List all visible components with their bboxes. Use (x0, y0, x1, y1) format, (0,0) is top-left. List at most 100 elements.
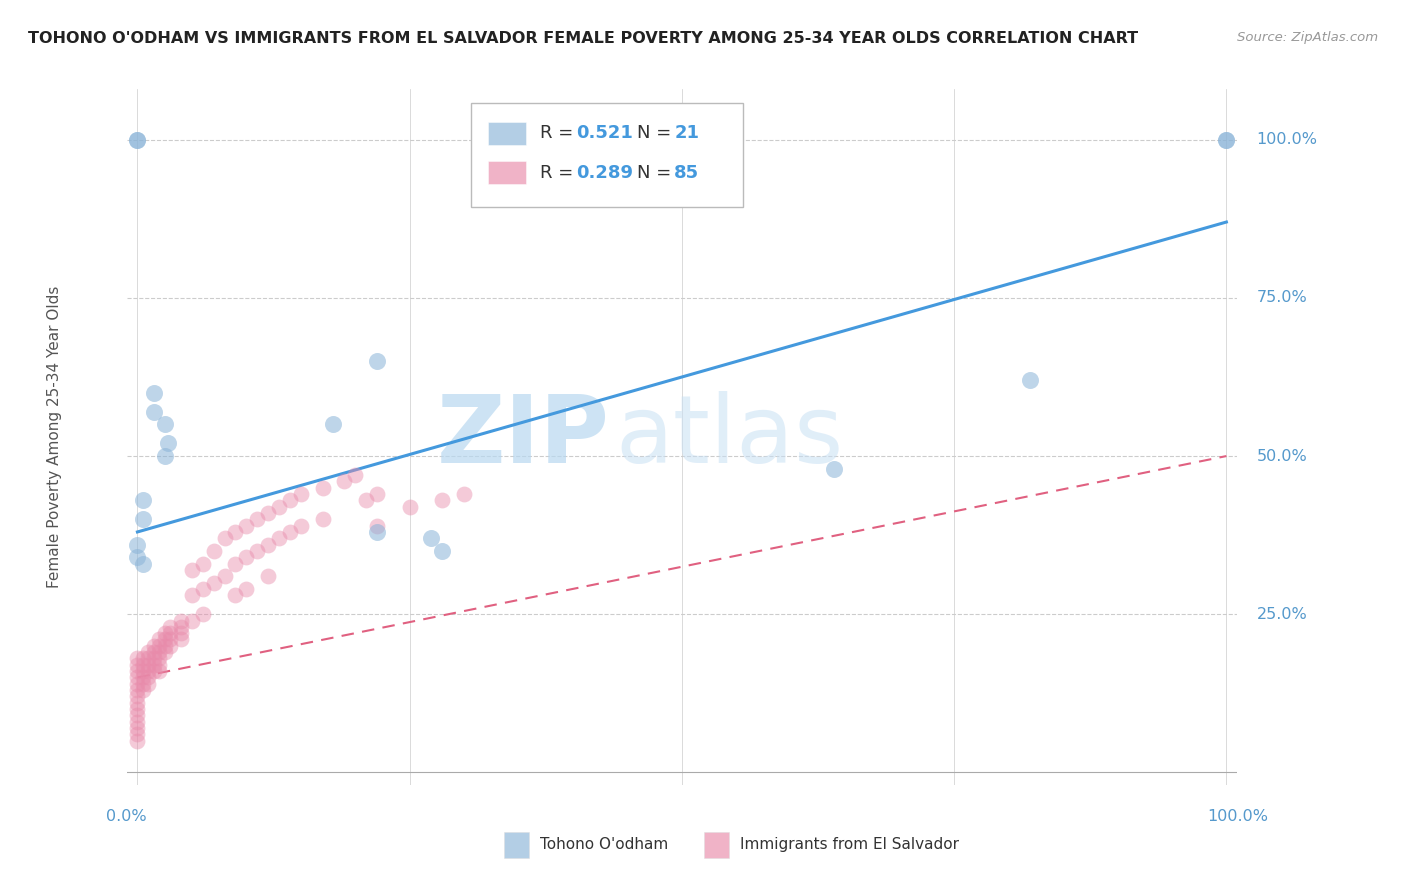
Point (132, 683, 155, 698)
Text: 75.0%: 75.0% (1257, 291, 1308, 305)
Point (127, 727, 149, 741)
Point (127, 657, 149, 672)
Text: 0.521: 0.521 (576, 124, 633, 142)
Point (132, 670, 155, 684)
FancyBboxPatch shape (471, 103, 742, 208)
Point (311, 512, 333, 526)
Text: 50.0%: 50.0% (1257, 449, 1308, 464)
Point (267, 500, 290, 514)
Point (823, 461, 845, 475)
Point (127, 702, 149, 716)
Point (153, 417, 176, 432)
Point (148, 632, 170, 647)
Point (136, 677, 159, 691)
Point (1215, 133, 1237, 147)
Point (142, 651, 165, 665)
Point (156, 436, 179, 450)
Point (127, 721, 149, 735)
Point (180, 563, 202, 577)
Point (278, 493, 301, 508)
Point (142, 657, 165, 672)
Text: atlas: atlas (616, 391, 844, 483)
Text: Source: ZipAtlas.com: Source: ZipAtlas.com (1237, 31, 1378, 45)
Point (148, 645, 170, 659)
Point (153, 645, 176, 659)
Point (132, 557, 155, 571)
Point (235, 550, 257, 565)
Point (224, 557, 246, 571)
Point (432, 493, 454, 508)
Point (153, 632, 176, 647)
Point (159, 632, 181, 647)
Point (142, 639, 165, 653)
Point (453, 487, 475, 501)
Point (136, 657, 159, 672)
Point (235, 518, 257, 533)
Text: 100.0%: 100.0% (1257, 132, 1317, 147)
Point (267, 531, 290, 545)
Point (322, 417, 344, 432)
Point (246, 544, 269, 558)
Point (202, 544, 225, 558)
Point (148, 651, 170, 665)
Point (224, 524, 246, 539)
Text: ZIP: ZIP (437, 391, 610, 483)
Point (366, 524, 388, 539)
Text: 85: 85 (673, 164, 699, 182)
Point (366, 487, 388, 501)
Point (127, 677, 149, 691)
Point (127, 683, 149, 698)
Point (142, 385, 165, 400)
Point (127, 690, 149, 704)
Point (148, 664, 170, 678)
Point (1019, 373, 1042, 387)
Bar (488, 161, 526, 184)
Bar (704, 831, 728, 858)
Point (170, 626, 193, 640)
Point (398, 500, 420, 514)
Point (354, 493, 377, 508)
Point (202, 575, 225, 590)
Point (333, 475, 356, 489)
Text: Tohono O'odham: Tohono O'odham (540, 837, 668, 852)
Point (142, 664, 165, 678)
Point (132, 651, 155, 665)
Point (127, 133, 149, 147)
Point (344, 468, 367, 483)
Point (132, 664, 155, 678)
Point (170, 620, 193, 634)
Point (432, 544, 454, 558)
Point (132, 493, 155, 508)
Point (159, 626, 181, 640)
Point (290, 487, 312, 501)
Point (159, 620, 181, 634)
Point (127, 651, 149, 665)
Point (153, 639, 176, 653)
Point (153, 626, 176, 640)
Bar (488, 121, 526, 145)
Point (148, 639, 170, 653)
Text: R =: R = (540, 124, 579, 142)
Point (366, 354, 388, 368)
Point (136, 670, 159, 684)
Point (136, 645, 159, 659)
Point (170, 614, 193, 628)
Text: N =: N = (637, 164, 678, 182)
Point (136, 664, 159, 678)
Point (235, 582, 257, 596)
Point (142, 405, 165, 419)
Point (127, 550, 149, 565)
Text: R =: R = (540, 164, 579, 182)
Text: Immigrants from El Salvador: Immigrants from El Salvador (740, 837, 959, 852)
Point (257, 569, 280, 583)
Point (290, 518, 312, 533)
Text: 0.289: 0.289 (576, 164, 633, 182)
Point (127, 538, 149, 552)
Text: N =: N = (637, 124, 678, 142)
Point (127, 733, 149, 747)
Point (246, 512, 269, 526)
Point (132, 657, 155, 672)
Point (366, 518, 388, 533)
Point (311, 481, 333, 495)
Point (420, 531, 443, 545)
